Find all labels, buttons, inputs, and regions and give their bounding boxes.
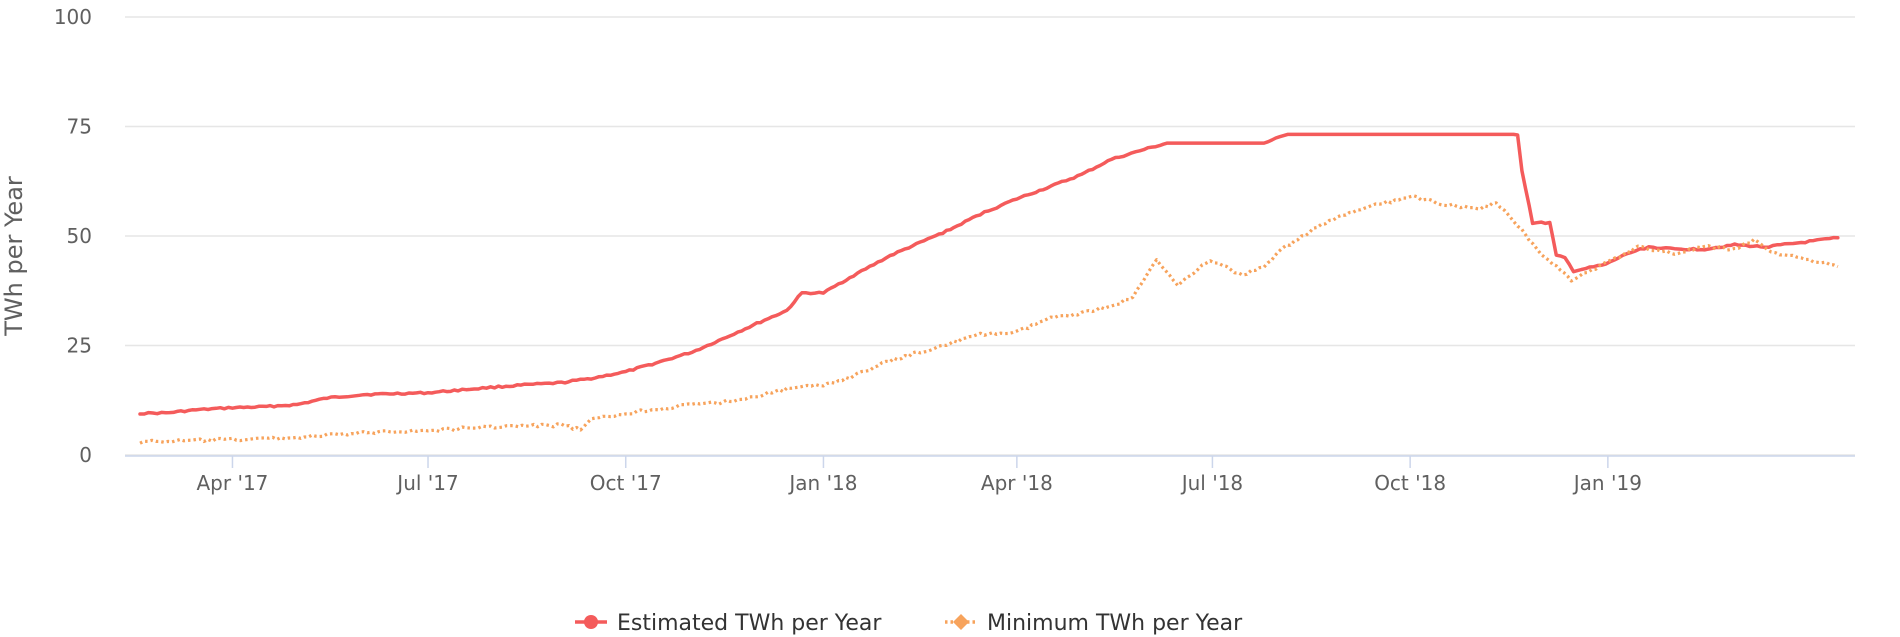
legend-diamond-marker <box>953 614 969 630</box>
x-tick-label: Jan '18 <box>787 471 857 495</box>
x-tick-label: Oct '18 <box>1374 471 1446 495</box>
x-tick-label: Jul '18 <box>1180 471 1243 495</box>
legend-circle-marker <box>584 615 598 629</box>
y-tick-label: 100 <box>54 5 92 29</box>
series-layer <box>138 132 1840 445</box>
x-tick-label: Jul '17 <box>395 471 458 495</box>
y-tick-label: 50 <box>67 224 92 248</box>
y-tick-label: 0 <box>79 443 92 467</box>
x-tick-label: Jan '19 <box>1572 471 1642 495</box>
legend-label: Estimated TWh per Year <box>617 611 882 636</box>
legend-label: Minimum TWh per Year <box>987 611 1243 636</box>
legend-item-minimum[interactable]: Minimum TWh per Year <box>945 611 1243 636</box>
legend-item-estimated[interactable]: Estimated TWh per Year <box>575 611 882 636</box>
y-axis-ticks: 0 25 50 75 100 <box>54 5 92 467</box>
y-tick-label: 25 <box>67 334 92 358</box>
series-line-minimum <box>139 194 1839 445</box>
x-tick-label: Oct '17 <box>590 471 662 495</box>
y-axis-title: TWh per Year <box>0 176 28 337</box>
y-tick-label: 75 <box>67 115 92 139</box>
x-tick-label: Apr '18 <box>981 471 1053 495</box>
gridlines <box>125 16 1855 456</box>
legend: Estimated TWh per Year Minimum TWh per Ye… <box>575 611 1243 636</box>
x-axis: Apr '17 Jul '17 Oct '17 Jan '18 Apr '18 Jul '… <box>125 455 1855 495</box>
series-line-estimated <box>138 132 1840 416</box>
x-tick-label: Apr '17 <box>197 471 269 495</box>
